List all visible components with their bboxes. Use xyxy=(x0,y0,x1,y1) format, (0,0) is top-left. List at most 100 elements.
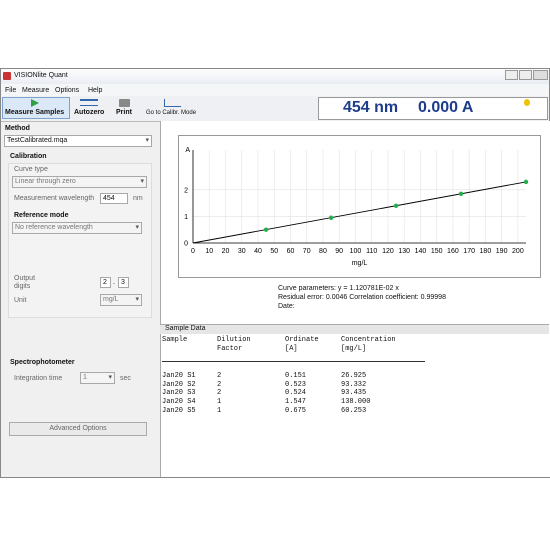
digits-input[interactable]: 2 xyxy=(100,277,111,288)
label: digits xyxy=(14,283,31,290)
x-tick-label: 140 xyxy=(415,248,427,255)
table-cell: 93.332 xyxy=(341,380,367,389)
x-tick-label: 80 xyxy=(319,248,327,255)
table-cell: 26.925 xyxy=(341,372,367,380)
x-tick-label: 40 xyxy=(254,248,262,255)
label: Output xyxy=(14,275,36,282)
table-cell: 0.151 xyxy=(285,372,307,380)
label: Method xyxy=(5,125,30,132)
measure-button[interactable] xyxy=(2,97,70,119)
separator: . xyxy=(113,279,115,286)
wavelength-reading: 454 nm xyxy=(343,99,399,116)
table-cell: 2 xyxy=(217,380,222,389)
chart-frame xyxy=(178,135,541,278)
reading-display xyxy=(318,97,548,120)
x-tick-label: 100 xyxy=(350,248,362,255)
button-label[interactable]: Autozero xyxy=(74,109,105,116)
x-axis-label: mg/L xyxy=(352,260,368,267)
x-tick-label: 20 xyxy=(222,248,230,255)
reference-dropdown[interactable]: No reference wavelength xyxy=(12,222,142,234)
x-tick-label: 170 xyxy=(463,248,475,255)
x-tick-label: 70 xyxy=(303,248,311,255)
x-tick-label: 10 xyxy=(205,248,213,255)
table-cell: 0.675 xyxy=(285,406,307,415)
y-tick-label: 2 xyxy=(184,187,188,194)
menu-item[interactable]: File xyxy=(5,87,17,94)
data-point xyxy=(393,203,399,208)
method-dropdown[interactable]: TestCalibrated.mqa xyxy=(4,135,152,147)
digits-input[interactable]: 3 xyxy=(118,277,129,288)
column-header: [A] xyxy=(285,345,298,353)
x-tick-label: 130 xyxy=(398,248,410,255)
autozero-icon xyxy=(80,99,98,106)
x-tick-label: 110 xyxy=(366,248,377,255)
curve-info: Curve parameters: y = 1.120781E-02 x xyxy=(278,285,399,292)
x-tick-label: 90 xyxy=(335,248,343,255)
menu-item[interactable]: Options xyxy=(55,87,80,94)
table-cell: Jan20 S3 xyxy=(162,389,196,398)
section-title: Sample Data xyxy=(165,325,206,332)
section-header xyxy=(160,324,549,334)
x-tick-label: 50 xyxy=(270,248,278,255)
title-bar xyxy=(1,69,549,84)
x-tick-label: 60 xyxy=(287,248,295,255)
unit: sec xyxy=(120,375,131,382)
play-icon xyxy=(31,99,39,107)
table-cell: 2 xyxy=(217,389,222,398)
calibr-icon xyxy=(164,99,181,107)
label: Integration time xyxy=(14,375,63,382)
fit-line xyxy=(192,181,527,244)
close-button[interactable] xyxy=(533,70,548,80)
curve-info: Residual error: 0.0046 Correlation coeff… xyxy=(278,294,446,301)
button-label[interactable]: Print xyxy=(116,109,132,116)
table-rule xyxy=(162,361,425,362)
table-cell: 93.435 xyxy=(341,389,367,398)
group-title: Calibration xyxy=(10,153,47,160)
button-label: Measure Samples xyxy=(5,109,65,116)
y-tick-label: 0 xyxy=(184,241,188,248)
table-cell: 1.547 xyxy=(285,398,307,407)
label: Curve type xyxy=(14,166,48,173)
table-cell: 60.253 xyxy=(341,406,367,415)
integration-dropdown[interactable]: 1 xyxy=(80,372,115,384)
window-title: VISIONlite Quant xyxy=(14,72,68,79)
data-point xyxy=(523,179,529,185)
advanced-button[interactable]: Advanced Options xyxy=(9,422,147,436)
data-point xyxy=(458,191,464,197)
minimize-button[interactable] xyxy=(505,70,518,80)
unit-dropdown[interactable]: mg/L xyxy=(100,294,142,306)
maximize-button[interactable] xyxy=(519,70,532,80)
column-header: Concentration xyxy=(341,336,396,344)
curve-type-dropdown[interactable]: Linear through zero xyxy=(12,176,147,188)
column-header: Factor xyxy=(217,345,243,353)
button-label[interactable]: Go to Calibr. Mode xyxy=(146,110,197,116)
table-cell: 138.000 xyxy=(341,398,371,407)
wavelength-input[interactable]: 454 xyxy=(100,193,128,204)
x-tick-label: 150 xyxy=(431,248,443,255)
chart: 0 10 20 30 40 50 60 70 80 90 100 110 120 130 140 150 160… xyxy=(184,147,529,267)
menu-item[interactable]: Help xyxy=(88,87,103,94)
label: Measurement wavelength xyxy=(14,195,95,202)
table-cell: 0.523 xyxy=(285,380,307,389)
main-area xyxy=(160,121,550,477)
column-header: Sample xyxy=(162,336,188,344)
table-cell: Jan20 S5 xyxy=(162,406,196,415)
y-tick-label: 1 xyxy=(184,214,188,221)
table-cell: 0.524 xyxy=(285,389,307,398)
x-tick-label: 180 xyxy=(480,248,492,255)
x-tick-label: 0 xyxy=(191,248,195,255)
table-cell: Jan20 S1 xyxy=(162,372,196,380)
menu-item[interactable]: Measure xyxy=(22,87,50,94)
table-cell: 1 xyxy=(217,406,222,415)
print-icon xyxy=(119,99,130,107)
x-tick-label: 120 xyxy=(382,248,394,255)
label: Reference mode xyxy=(14,212,69,219)
app-icon xyxy=(3,72,11,80)
column-header: Dilution xyxy=(217,336,251,344)
table-cell: 2 xyxy=(217,372,222,380)
x-tick-label: 160 xyxy=(447,248,459,255)
x-tick-label: 190 xyxy=(496,248,508,255)
data-point xyxy=(328,215,334,220)
calibration-group xyxy=(8,163,152,318)
